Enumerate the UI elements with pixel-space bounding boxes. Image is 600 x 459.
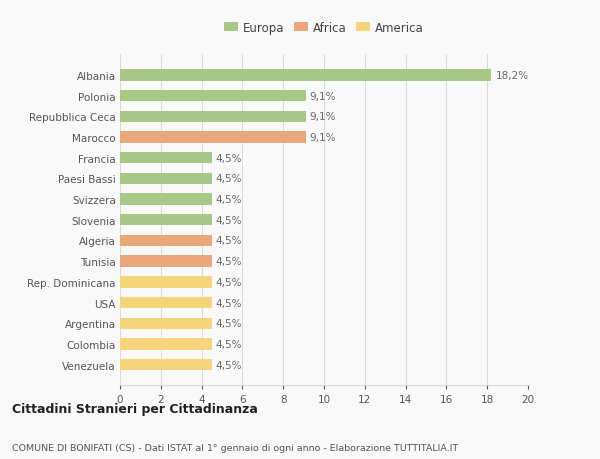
Text: COMUNE DI BONIFATI (CS) - Dati ISTAT al 1° gennaio di ogni anno - Elaborazione T: COMUNE DI BONIFATI (CS) - Dati ISTAT al … <box>12 443 458 452</box>
Text: 4,5%: 4,5% <box>216 319 242 329</box>
Text: 4,5%: 4,5% <box>216 195 242 205</box>
Text: 9,1%: 9,1% <box>310 91 336 101</box>
Text: 9,1%: 9,1% <box>310 112 336 122</box>
Bar <box>120 215 212 226</box>
Text: 4,5%: 4,5% <box>216 215 242 225</box>
Text: 9,1%: 9,1% <box>310 133 336 143</box>
Bar <box>120 359 212 370</box>
Bar <box>120 153 212 164</box>
Bar <box>120 174 212 185</box>
Bar <box>120 235 212 246</box>
Bar <box>120 318 212 329</box>
Bar <box>120 91 305 102</box>
Bar <box>120 256 212 267</box>
Bar <box>120 277 212 288</box>
Bar <box>120 132 305 143</box>
Legend: Europa, Africa, America: Europa, Africa, America <box>221 18 427 38</box>
Text: 4,5%: 4,5% <box>216 360 242 370</box>
Bar <box>120 297 212 308</box>
Bar <box>120 112 305 123</box>
Text: Cittadini Stranieri per Cittadinanza: Cittadini Stranieri per Cittadinanza <box>12 403 258 415</box>
Text: 4,5%: 4,5% <box>216 257 242 267</box>
Text: 4,5%: 4,5% <box>216 236 242 246</box>
Text: 4,5%: 4,5% <box>216 339 242 349</box>
Text: 4,5%: 4,5% <box>216 174 242 184</box>
Text: 4,5%: 4,5% <box>216 153 242 163</box>
Text: 4,5%: 4,5% <box>216 298 242 308</box>
Bar <box>120 194 212 205</box>
Text: 4,5%: 4,5% <box>216 277 242 287</box>
Bar <box>120 70 491 81</box>
Text: 18,2%: 18,2% <box>496 71 529 81</box>
Bar <box>120 339 212 350</box>
